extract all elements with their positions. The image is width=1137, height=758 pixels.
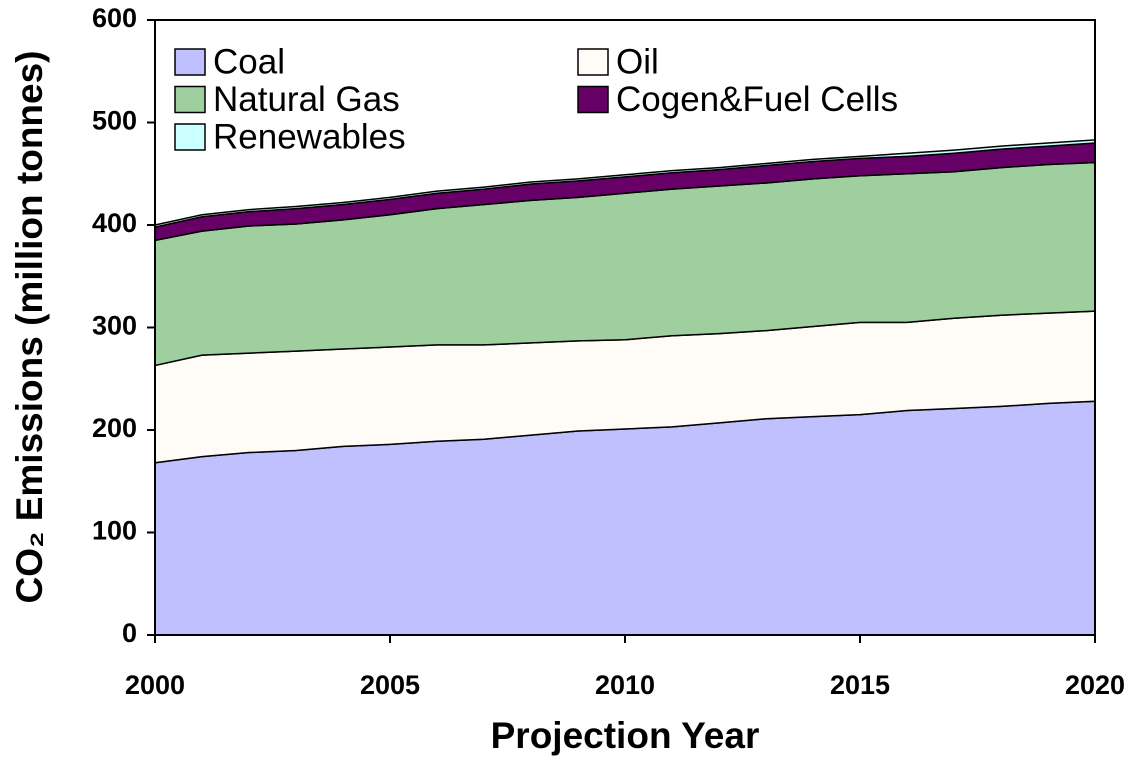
x-tick-label: 2005 — [360, 670, 420, 700]
y-tick-label: 200 — [92, 413, 137, 443]
y-tick-label: 600 — [92, 3, 137, 33]
legend-swatch — [577, 85, 609, 114]
legend-label: Coal — [213, 42, 285, 81]
legend-label: Oil — [616, 42, 659, 81]
legend-label: Cogen&Fuel Cells — [616, 80, 898, 119]
legend-swatch — [174, 123, 206, 151]
x-tick-label: 2000 — [125, 670, 185, 700]
y-tick-label: 400 — [92, 208, 137, 238]
y-axis-title: CO₂ Emissions (million tonnes) — [9, 51, 50, 604]
y-tick-label: 100 — [92, 516, 137, 546]
legend-label: Renewables — [213, 117, 406, 156]
x-tick-label: 2010 — [595, 670, 655, 700]
x-axis-title: Projection Year — [491, 715, 760, 756]
legend-label: Natural Gas — [213, 80, 400, 119]
x-tick-label: 2015 — [830, 670, 890, 700]
y-tick-label: 0 — [122, 618, 137, 648]
y-tick-label: 300 — [92, 311, 137, 341]
x-tick-label: 2020 — [1065, 670, 1125, 700]
legend-swatch — [174, 85, 206, 114]
legend-swatch — [577, 48, 609, 76]
y-tick-label: 500 — [92, 106, 137, 136]
legend-swatch — [174, 48, 206, 76]
